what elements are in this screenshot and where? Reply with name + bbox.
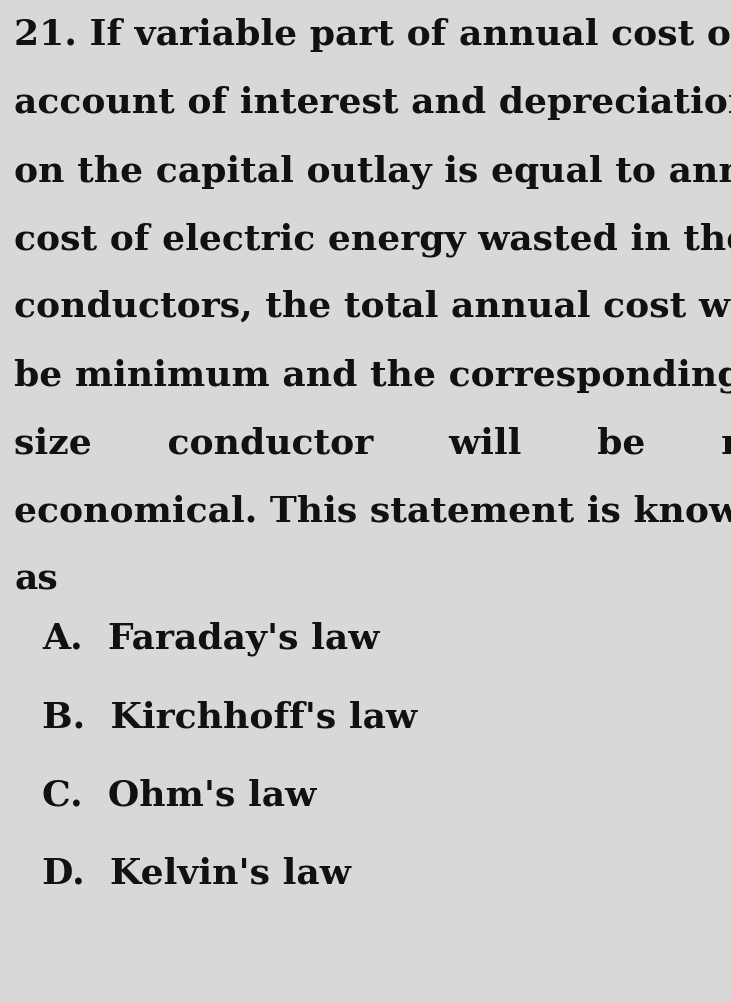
Text: B.  Kirchhoff's law: B. Kirchhoff's law bbox=[42, 700, 417, 734]
Text: A.  Faraday's law: A. Faraday's law bbox=[42, 622, 379, 656]
Text: account of interest and depreciation: account of interest and depreciation bbox=[15, 86, 731, 120]
Text: 21. If variable part of annual cost on: 21. If variable part of annual cost on bbox=[15, 18, 731, 52]
Text: cost of electric energy wasted in the: cost of electric energy wasted in the bbox=[15, 222, 731, 257]
Text: D.  Kelvin's law: D. Kelvin's law bbox=[42, 856, 351, 890]
Text: economical. This statement is known: economical. This statement is known bbox=[15, 494, 731, 528]
Text: conductors, the total annual cost will: conductors, the total annual cost will bbox=[15, 290, 731, 324]
Text: size      conductor      will      be      most: size conductor will be most bbox=[15, 426, 731, 460]
Text: be minimum and the corresponding: be minimum and the corresponding bbox=[15, 358, 731, 393]
Text: C.  Ohm's law: C. Ohm's law bbox=[42, 778, 317, 812]
Text: as: as bbox=[15, 562, 58, 596]
Text: on the capital outlay is equal to annual: on the capital outlay is equal to annual bbox=[15, 154, 731, 188]
